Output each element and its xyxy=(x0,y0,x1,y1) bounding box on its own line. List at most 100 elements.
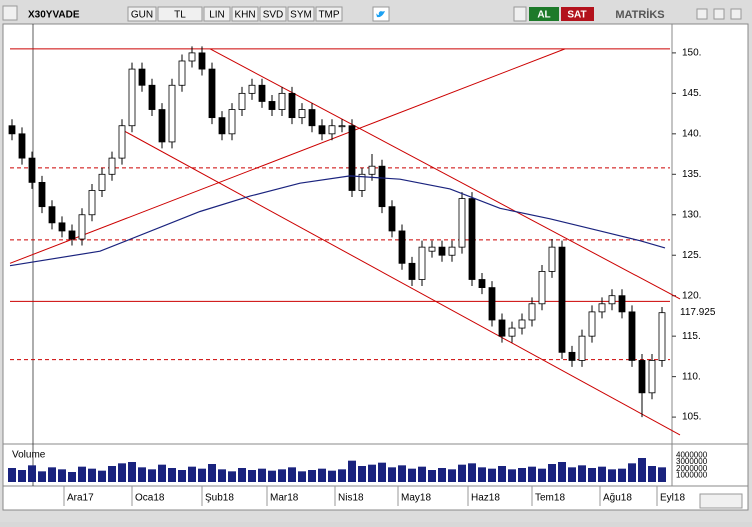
toolbar-button-label: TL xyxy=(174,10,186,21)
y-tick-label: 125. xyxy=(682,250,701,261)
toolbar-button-label: SVD xyxy=(263,10,284,21)
volume-bar xyxy=(118,463,126,482)
volume-bar xyxy=(588,468,596,482)
volume-bar xyxy=(218,469,226,482)
volume-bar xyxy=(358,466,366,482)
toolbar-button[interactable] xyxy=(259,6,287,22)
volume-tick-label: 4000000 xyxy=(676,450,708,459)
candle-body xyxy=(398,230,406,264)
volume-bar xyxy=(348,460,356,482)
y-tick-label: 115. xyxy=(682,331,701,342)
candle-body xyxy=(68,230,76,240)
last-price-box xyxy=(674,306,730,319)
toolbar-button-label: TMP xyxy=(318,10,339,21)
candle-body xyxy=(488,287,496,321)
volume-bar xyxy=(508,469,516,482)
volume-bar xyxy=(48,467,56,482)
volume-bar xyxy=(598,466,606,482)
volume-bar xyxy=(238,468,246,482)
volume-bar xyxy=(388,467,396,482)
volume-bar xyxy=(208,464,216,482)
candle-body xyxy=(578,335,586,361)
candle-body xyxy=(168,84,176,143)
candle-body xyxy=(528,303,536,321)
y-tick-label: 110. xyxy=(682,371,701,382)
volume-bar xyxy=(428,470,436,482)
symbol[interactable]: X30YVADE xyxy=(28,10,80,21)
volume-bar xyxy=(88,468,96,482)
volume-bar xyxy=(68,472,76,482)
maximize[interactable] xyxy=(713,8,725,20)
volume-bar xyxy=(518,468,526,482)
candle-body xyxy=(228,109,236,135)
volume-bar xyxy=(328,470,336,482)
toolbar-button[interactable] xyxy=(127,6,157,22)
volume-bar xyxy=(488,468,496,482)
volume-bar xyxy=(268,470,276,482)
volume-bar xyxy=(548,464,556,482)
settings-button[interactable] xyxy=(699,493,743,509)
trend-line xyxy=(124,130,681,436)
volume-bar xyxy=(28,465,36,482)
volume-bar xyxy=(128,462,136,482)
y-tick-label: 105. xyxy=(682,412,701,423)
toolbar-button[interactable] xyxy=(287,6,315,22)
volume-bar xyxy=(18,470,26,482)
volume-bar xyxy=(278,469,286,482)
candle-body xyxy=(88,190,96,216)
volume-bar xyxy=(158,464,166,482)
menu-button[interactable] xyxy=(2,5,18,21)
candle-body xyxy=(498,319,506,337)
buy-button[interactable] xyxy=(529,7,559,21)
toolbar-button-label: SYM xyxy=(290,10,312,21)
toolbar-button-label: GUN xyxy=(131,10,153,21)
trend-line xyxy=(9,48,566,264)
volume-bar xyxy=(448,469,456,482)
x-tick-label: Mar18 xyxy=(270,493,299,504)
volume-bar xyxy=(288,467,296,482)
volume-bar xyxy=(468,463,476,482)
minimize[interactable] xyxy=(696,8,708,20)
volume-bar xyxy=(198,468,206,482)
toolbar-button[interactable] xyxy=(315,6,343,22)
volume-bar xyxy=(608,469,616,482)
candle-body xyxy=(98,173,106,191)
x-tick-label: May18 xyxy=(401,493,431,504)
candle-body xyxy=(558,246,566,353)
volume-bar xyxy=(418,466,426,482)
toolbar-button[interactable] xyxy=(157,6,203,22)
candle-body xyxy=(288,92,296,119)
candle-body xyxy=(298,109,306,119)
close[interactable] xyxy=(730,8,742,20)
volume-bar xyxy=(168,468,176,482)
x-tick-label: Oca18 xyxy=(135,493,165,504)
candle-body xyxy=(318,125,326,135)
candle-body xyxy=(658,312,666,361)
brand: MATRİKS xyxy=(615,8,664,21)
volume-bar xyxy=(618,468,626,482)
sell-label: SAT xyxy=(567,10,586,21)
candle-body xyxy=(428,246,436,252)
toolbar-button[interactable] xyxy=(203,6,231,22)
toolbar-button[interactable] xyxy=(231,6,259,22)
plot-frame xyxy=(2,23,749,511)
candle-body xyxy=(518,319,526,329)
trend-line xyxy=(209,48,681,300)
candle-body xyxy=(358,173,366,191)
sell-button[interactable] xyxy=(561,7,594,21)
candle-body xyxy=(28,157,36,183)
candle-body xyxy=(388,206,396,232)
x-tick-label: Ağu18 xyxy=(603,493,632,504)
toolbar: X30YVADE AL SAT MATRİKS GUN TL LIN KHN SVD SY… xyxy=(2,5,742,22)
candle-body xyxy=(378,165,386,208)
refresh-button[interactable] xyxy=(513,6,527,22)
volume-bar xyxy=(58,469,66,482)
x-tick-label: Tem18 xyxy=(535,493,565,504)
volume-tick-label: 1000000 xyxy=(676,470,708,479)
volume-bar xyxy=(558,462,566,482)
volume-bar xyxy=(368,464,376,482)
volume-bar xyxy=(8,468,16,482)
candle-body xyxy=(148,84,156,110)
candle-body xyxy=(108,157,116,175)
moving-average xyxy=(9,175,666,267)
